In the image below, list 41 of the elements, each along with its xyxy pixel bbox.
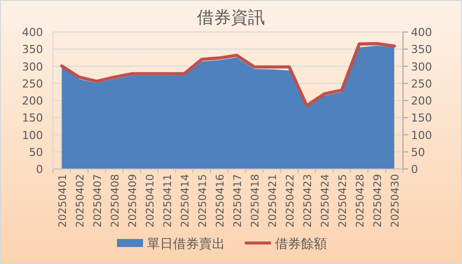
x-tick-label: 20250423: [302, 174, 314, 228]
x-tick-label: 20250421: [266, 174, 279, 228]
x-tick-label: 20250417: [232, 174, 244, 228]
x-tick-label: 20250416: [214, 174, 226, 228]
y2-tick-label: 100: [411, 128, 432, 142]
y2-tick-label: 0: [411, 163, 418, 176]
y-tick-label: 300: [22, 60, 43, 74]
y-tick-label: 100: [22, 128, 43, 142]
y2-tick-label: 400: [411, 26, 432, 39]
y2-tick-label: 350: [411, 43, 432, 56]
x-tick-label: 20250414: [179, 174, 192, 228]
x-tick-label: 20250409: [126, 174, 139, 228]
y-tick-label: 50: [29, 146, 43, 159]
y-tick-label: 400: [22, 26, 43, 39]
x-tick-label: 20250422: [284, 174, 296, 228]
x-tick-label: 20250430: [389, 174, 402, 228]
x-tick-label: 20250407: [92, 174, 104, 228]
legend-label: 借券餘額: [275, 237, 327, 252]
y-tick-label: 350: [22, 43, 43, 56]
legend-label: 單日借券賣出: [147, 237, 225, 252]
x-tick-label: 20250402: [74, 174, 86, 228]
chart-title: 借券資訊: [197, 8, 265, 28]
x-tick-label: 20250428: [354, 174, 366, 228]
y-tick-label: 200: [22, 94, 43, 108]
x-tick-label: 20250401: [56, 174, 69, 228]
y-tick-label: 250: [22, 77, 43, 90]
y2-tick-label: 150: [411, 112, 432, 125]
x-tick-label: 20250411: [162, 174, 174, 228]
x-tick-label: 20250410: [144, 174, 156, 228]
x-tick-label: 20250425: [336, 174, 349, 228]
x-tick-label: 20250408: [109, 174, 122, 228]
x-tick-label: 20250424: [319, 174, 332, 228]
y-tick-label: 0: [36, 163, 43, 176]
y2-tick-label: 300: [411, 60, 432, 74]
y-tick-label: 150: [22, 112, 43, 125]
x-tick-label: 20250418: [249, 174, 262, 228]
x-tick-label: 20250415: [196, 174, 209, 228]
y2-tick-label: 250: [411, 77, 432, 90]
x-tick-label: 20250429: [372, 174, 384, 228]
y2-tick-label: 50: [411, 146, 425, 159]
y2-tick-label: 200: [411, 94, 432, 108]
